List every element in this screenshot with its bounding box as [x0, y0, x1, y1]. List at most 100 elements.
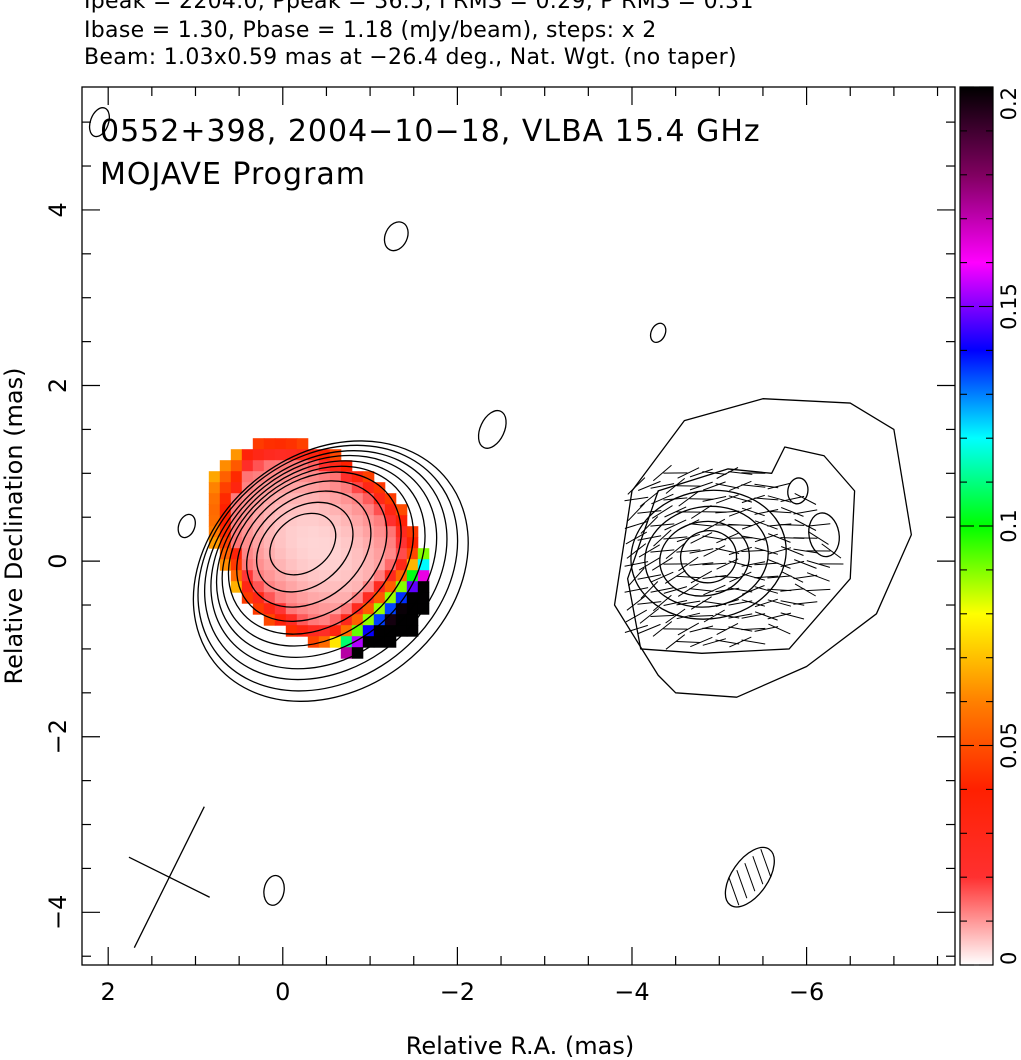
colorbar-tick-label: 0.2: [997, 87, 1021, 120]
evpa-vector: [741, 561, 766, 567]
noise-contour: [383, 221, 409, 252]
y-tick-label: −2: [44, 719, 72, 754]
evpa-vector: [689, 481, 713, 491]
evpa-vector: [665, 478, 686, 494]
evpa-vector: [677, 622, 700, 636]
jet-contour: [644, 505, 769, 608]
colorbar-tick-label: 0.1: [997, 509, 1021, 542]
evpa-vector: [651, 557, 673, 571]
evpa-vector: [744, 863, 756, 892]
evpa-vector: [677, 467, 700, 479]
evpa-vector: [703, 609, 725, 623]
evpa-vector: [665, 543, 686, 559]
evpa-vector: [628, 567, 645, 587]
evpa-vector: [650, 587, 675, 593]
evpa-vector: [650, 483, 675, 489]
evpa-vector: [754, 586, 779, 594]
evpa-vector: [665, 608, 686, 624]
evpa-vector: [637, 574, 662, 580]
evpa-vector: [806, 588, 831, 592]
evpa-vector: [754, 626, 779, 632]
evpa-vector: [664, 570, 686, 584]
evpa-vector: [703, 545, 726, 557]
evpa-vector: [794, 519, 817, 531]
evpa-vector: [754, 562, 779, 566]
evpa-vector: [689, 548, 714, 554]
beam-minor-axis: [128, 856, 210, 898]
jet-contour: [787, 477, 809, 505]
evpa-vector: [650, 549, 675, 553]
evpa-vector: [728, 537, 753, 539]
noise-contour: [263, 874, 285, 906]
core-contour: [227, 471, 402, 635]
evpa-vector: [626, 543, 647, 559]
evpa-vector: [768, 623, 791, 635]
evpa-vector: [663, 497, 688, 501]
core-contour: [221, 465, 415, 647]
evpa-vector: [754, 598, 778, 608]
evpa-vector: [624, 496, 649, 502]
plot-panel: 2 0 −2 −4 −6 4 2 0 −2 −4: [44, 86, 956, 1006]
x-tick-label: −2: [440, 978, 475, 1006]
y-axis-label: Relative Declination (mas): [0, 367, 28, 684]
evpa-vector: [781, 546, 804, 556]
evpa-vector: [780, 588, 805, 592]
evpa-vector: [653, 529, 672, 547]
jet-contour-outer: [613, 398, 912, 698]
evpa-vector: [728, 587, 753, 593]
evpa-vector: [624, 624, 648, 633]
evpa-vector: [676, 600, 701, 606]
evpa-vector: [664, 519, 687, 531]
evpa-vector: [794, 583, 816, 597]
evpa-vector: [793, 509, 818, 515]
evpa-vector: [741, 484, 766, 488]
evpa-vector: [767, 482, 792, 490]
x-axis-label: Relative R.A. (mas): [406, 1032, 634, 1060]
y-tick-label: 4: [44, 202, 72, 217]
evpa-vector: [781, 507, 804, 517]
evpa-vector: [703, 518, 726, 532]
core-contour: [255, 501, 354, 593]
evpa-vector: [741, 520, 765, 530]
evpa-vector: [767, 612, 792, 620]
evpa-vector: [741, 472, 766, 474]
evpa-vector: [702, 481, 726, 491]
evpa-vector: [741, 494, 765, 504]
evpa-vector: [793, 574, 818, 580]
evpa-vector: [640, 581, 659, 599]
x-tick-label: −6: [789, 978, 824, 1006]
evpa-vector: [638, 544, 660, 558]
evpa-vector: [780, 524, 805, 526]
evpa-vector: [794, 492, 817, 505]
y-tick-label: −4: [44, 895, 72, 930]
evpa-vector: [627, 502, 645, 522]
evpa-vector: [728, 560, 753, 568]
evpa-vector: [754, 547, 779, 555]
evpa-vector: [638, 557, 660, 571]
evpa-vector: [728, 626, 753, 632]
evpa-vector: [715, 575, 740, 579]
evpa-vector: [768, 533, 791, 543]
evpa-vector: [678, 491, 699, 507]
evpa-vector: [728, 471, 753, 475]
evpa-vector: [689, 615, 714, 617]
header-line-2: Ibase = 1.30, Pbase = 1.18 (mJy/beam), s…: [84, 18, 657, 43]
evpa-vector: [715, 599, 739, 607]
evpa-vector: [703, 584, 726, 596]
core-contour: [236, 480, 388, 623]
evpa-vector: [689, 625, 714, 633]
evpa-vector: [639, 491, 660, 507]
noise-contour: [88, 107, 111, 138]
core-contour: [203, 450, 448, 681]
noise-contour: [724, 846, 775, 908]
evpa-vector: [676, 612, 701, 620]
evpa-vector: [754, 611, 778, 621]
evpa-vector: [794, 559, 817, 569]
jet-contour: [808, 512, 840, 558]
evpa-vector: [715, 639, 740, 645]
evpa-vector: [716, 467, 739, 479]
evpa-vector: [806, 572, 830, 582]
evpa-vector: [690, 636, 713, 648]
evpa-vector: [728, 546, 752, 556]
